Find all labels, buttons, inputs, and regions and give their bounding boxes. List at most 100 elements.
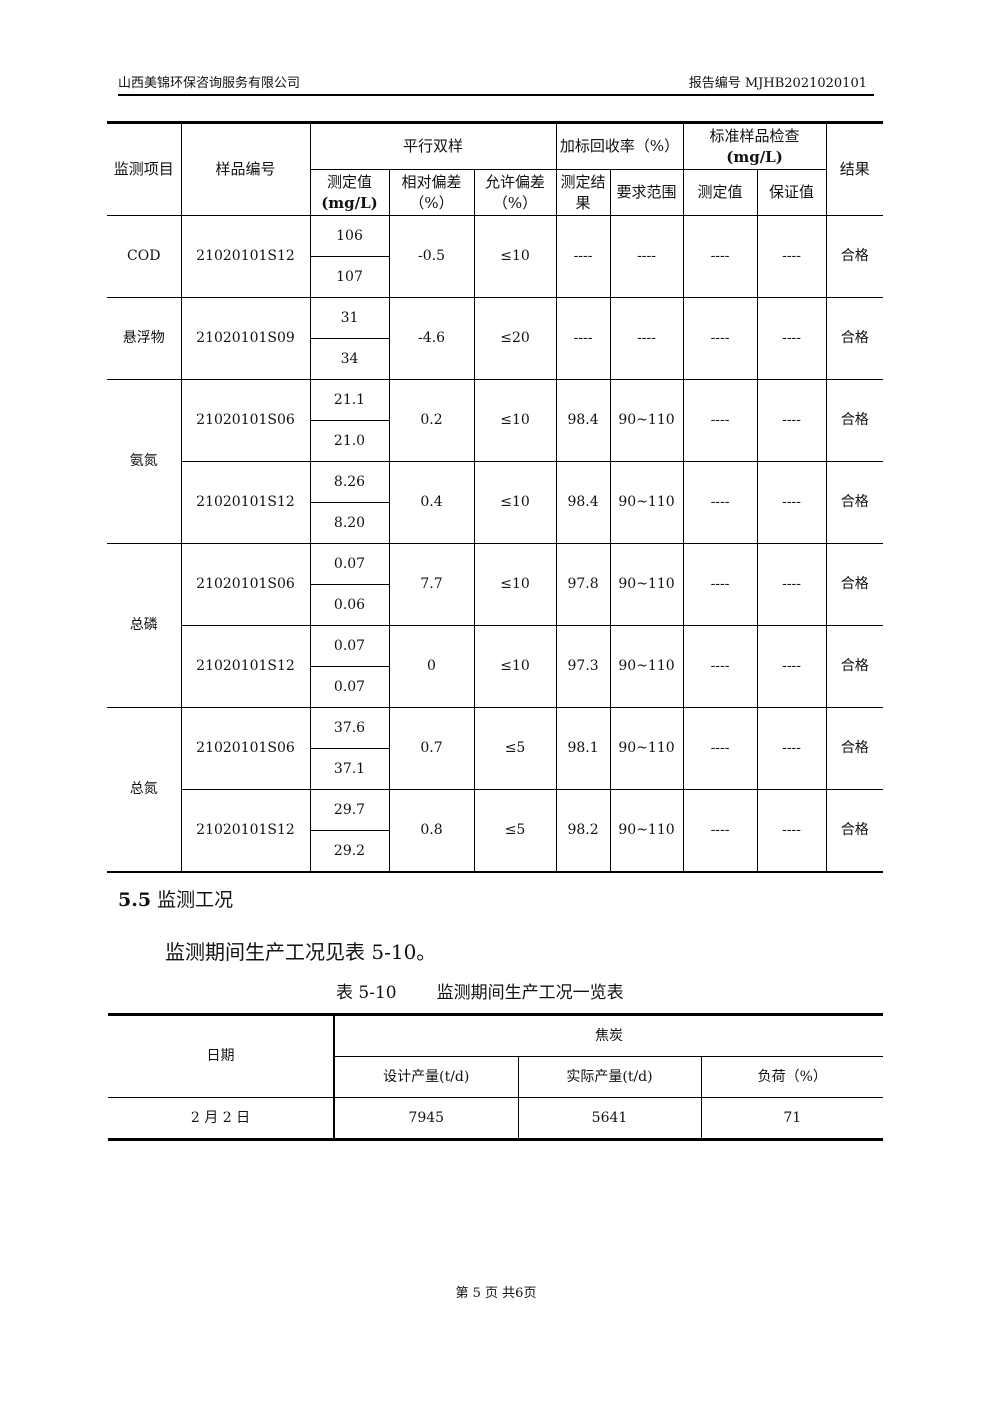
cell-value-1: 106	[309, 215, 390, 257]
cell-value-1: 37.6	[309, 707, 390, 749]
cell-sample: 21020101S12	[181, 789, 311, 873]
cell-item: 总氮	[107, 707, 182, 873]
table-row: 21020101S12 8.26 0.4 ≤10 98.4 90~110 ---- ---- 合…	[107, 461, 884, 544]
table-row: 氨氮 21020101S06 21.1 0.2 ≤10 98.4 90~110 ---- ---…	[107, 379, 884, 544]
cell-sample: 21020101S06	[180, 543, 311, 626]
cell-value-2: 8.20	[310, 502, 390, 544]
table-row: 107	[107, 256, 883, 298]
th-std-measured: 测定值	[682, 169, 758, 216]
cell-res: 合格	[825, 379, 884, 462]
cell-allow: ≤10	[473, 625, 557, 708]
th-allow-dev: 允许偏差（%）	[473, 169, 557, 216]
cell-value-2: 21.0	[310, 420, 390, 462]
table-row: 悬浮物 21020101S09 31 -4.6 ≤20 ---- ---- ---- ---- 合…	[107, 297, 884, 380]
cell-value-2: 0.07	[310, 666, 390, 708]
section-paragraph: 监测期间生产工况见表 5-10。	[165, 940, 437, 964]
cell-sm: ----	[682, 461, 758, 544]
cell-value-1: 29.7	[309, 789, 390, 831]
cell-sg: ----	[756, 215, 827, 298]
table-row: 21020101S12 29.7 0.8 ≤5 98.2 90~110 ---- ---- 合格	[107, 789, 884, 873]
cell-res: 合格	[825, 215, 884, 298]
cell-rec: 97.8	[555, 543, 611, 626]
th-item: 监测项目	[107, 122, 182, 216]
cell-rec: 98.2	[555, 789, 611, 873]
cell-rec: 97.3	[555, 625, 611, 708]
table-row: 总氮 21020101S06 37.6 0.7 ≤5 98.1 90~110 ---- ----…	[107, 707, 884, 873]
cell-res: 合格	[825, 707, 884, 790]
table-row: 29.2	[107, 830, 883, 873]
th-sample: 样品编号	[180, 122, 311, 216]
th-date: 日期	[108, 1014, 335, 1098]
cell-sample: 21020101S06	[180, 707, 311, 790]
cell-sm: ----	[682, 379, 758, 462]
cell-value-2: 29.2	[310, 830, 390, 873]
qc-table: 监测项目 样品编号 平行双样 加标回收率（%） 标准样品检查 (mg/L) 结果 …	[107, 121, 884, 873]
cell-sm: ----	[682, 625, 758, 708]
cell-value-1: 31	[309, 297, 390, 339]
cell-sg: ----	[756, 707, 827, 790]
cell-range: 90~110	[609, 625, 684, 708]
cell-value-2: 34	[310, 338, 390, 380]
th-parallel: 平行双样	[309, 122, 557, 170]
cell-sample: 21020101S09	[180, 297, 311, 380]
cell-design: 7945	[333, 1097, 518, 1140]
cell-allow: ≤5	[473, 789, 557, 873]
cell-allow: ≤10	[473, 543, 557, 626]
th-load: 负荷（%）	[700, 1056, 884, 1098]
cell-sample: 21020101S12	[180, 215, 311, 298]
th-rec-result: 测定结果	[555, 169, 611, 216]
cell-res: 合格	[825, 789, 884, 873]
table-row: 总磷 21020101S06 0.07 7.7 ≤10 97.8 90~110 ---- ---…	[107, 543, 884, 708]
th-rec-range: 要求范围	[609, 169, 684, 216]
cell-sg: ----	[756, 297, 827, 380]
page-footer: 第 5 页 共6页	[455, 1286, 537, 1301]
cell-res: 合格	[825, 297, 884, 380]
th-actual: 实际产量(t/d)	[517, 1056, 701, 1098]
table-row: 8.20	[107, 502, 883, 544]
cell-sm: ----	[682, 707, 758, 790]
table-caption: 表 5-10 监测期间生产工况一览表	[336, 983, 624, 1003]
cell-sample: 21020101S12	[181, 625, 311, 708]
cell-rel: 0.2	[388, 379, 475, 462]
cell-range: ----	[609, 297, 684, 380]
cell-range: 90~110	[609, 707, 684, 790]
table-row: 37.1	[107, 748, 883, 790]
cell-sg: ----	[756, 543, 827, 626]
th-std-guarantee: 保证值	[756, 169, 827, 216]
cell-value-2: 107	[310, 256, 390, 298]
cell-allow: ≤20	[473, 297, 557, 380]
th-result: 结果	[825, 122, 884, 216]
company-name: 山西美锦环保咨询服务有限公司	[118, 76, 301, 91]
cell-res: 合格	[825, 461, 884, 544]
table-row: 21020101S12 0.07 0 ≤10 97.3 90~110 ---- ---- 合格	[107, 625, 884, 708]
table-row: 34	[107, 338, 883, 380]
cell-rel: 0.4	[388, 461, 475, 544]
table-row: 0.06	[107, 584, 883, 626]
cell-sg: ----	[756, 461, 827, 544]
cell-sg: ----	[756, 625, 827, 708]
cell-load: 71	[700, 1097, 884, 1140]
production-table: 日期 焦炭 设计产量(t/d) 实际产量(t/d) 负荷（%） 2 月 2 日 …	[108, 1013, 884, 1141]
report-number: 报告编号 MJHB2021020101	[688, 76, 867, 91]
cell-sm: ----	[682, 215, 758, 298]
cell-allow: ≤10	[473, 215, 557, 298]
cell-sample: 21020101S06	[180, 379, 311, 462]
cell-rel: -0.5	[388, 215, 475, 298]
cell-sg: ----	[756, 789, 827, 873]
cell-rel: 0	[388, 625, 475, 708]
cell-actual: 5641	[517, 1097, 701, 1140]
th-rel-dev: 相对偏差（%）	[388, 169, 475, 216]
cell-value-1: 0.07	[309, 625, 390, 667]
cell-value-1: 0.07	[309, 543, 390, 585]
cell-sm: ----	[682, 789, 758, 873]
cell-rec: ----	[555, 215, 611, 298]
section-heading: 5.5 监测工况	[118, 889, 234, 911]
cell-value-2: 37.1	[310, 748, 390, 790]
cell-range: ----	[609, 215, 684, 298]
cell-rec: 98.4	[555, 461, 611, 544]
cell-range: 90~110	[609, 543, 684, 626]
th-coke: 焦炭	[333, 1014, 884, 1057]
th-recovery: 加标回收率（%）	[555, 122, 684, 170]
cell-allow: ≤10	[473, 461, 557, 544]
